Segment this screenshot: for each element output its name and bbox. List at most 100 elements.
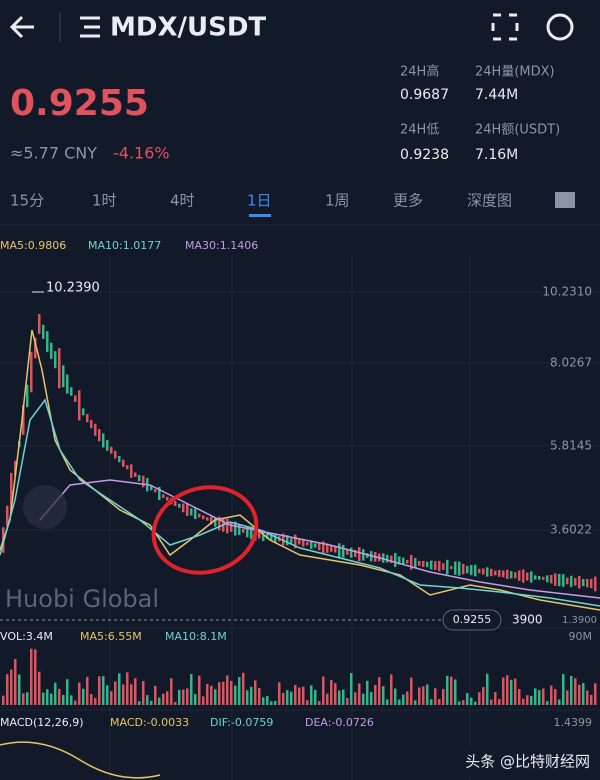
decor-bar xyxy=(402,557,405,565)
ma5: MA5:0.9806 xyxy=(0,239,66,252)
decor-bar xyxy=(434,561,437,570)
axis-label: 10.2310 xyxy=(542,285,592,299)
decor-bar xyxy=(562,574,565,587)
tab[interactable]: 15分 xyxy=(10,192,44,210)
tab[interactable]: 1周 xyxy=(325,192,350,210)
decor-bar xyxy=(290,691,293,705)
decor-bar xyxy=(226,675,229,705)
decor-bar xyxy=(306,700,309,705)
decor-bar xyxy=(194,508,197,520)
price-tag-box[interactable] xyxy=(442,609,502,631)
ma10: MA10:1.0177 xyxy=(88,239,161,252)
cny-price: ≈5.77 CNY xyxy=(10,144,97,163)
back-button[interactable] xyxy=(9,15,34,39)
decor-bar xyxy=(262,697,265,705)
decor-bar xyxy=(234,685,237,705)
decor-bar xyxy=(470,565,473,576)
decor-bar xyxy=(446,675,449,705)
decor-bar xyxy=(118,673,121,705)
decor-bar xyxy=(18,674,21,705)
decor-bar xyxy=(334,546,337,553)
decor-bar xyxy=(594,576,597,592)
decor-bar xyxy=(26,692,29,705)
decor-bar xyxy=(242,528,245,533)
decor-bar xyxy=(450,676,453,705)
decor-bar xyxy=(14,460,17,476)
decor-bar xyxy=(30,351,33,393)
decor-bar xyxy=(330,546,333,552)
decor-bar xyxy=(110,691,113,705)
decor-bar xyxy=(386,699,389,705)
decor-bar xyxy=(502,677,505,705)
decor-bar xyxy=(494,570,497,576)
decor-bar xyxy=(550,575,553,584)
decor-bar xyxy=(78,682,81,705)
decor-bar xyxy=(318,542,321,551)
decor-bar xyxy=(46,331,49,352)
price-tag: 0.9255 xyxy=(453,613,492,626)
tab-active[interactable]: 1日 xyxy=(247,192,272,210)
decor-bar xyxy=(426,561,429,568)
macd-axis-label: 1.4399 xyxy=(554,716,593,729)
decor-bar xyxy=(354,549,357,558)
decor-bar xyxy=(270,533,273,541)
decor-bar xyxy=(398,556,401,565)
decor-bar xyxy=(66,374,69,394)
dif-value: DIF:-0.0759 xyxy=(210,716,273,729)
decor-bar xyxy=(130,684,133,705)
settings-icon[interactable] xyxy=(555,192,575,208)
decor-bar xyxy=(514,572,517,579)
decor-bar xyxy=(58,348,61,389)
decor-bar xyxy=(2,695,5,705)
decor-bar xyxy=(154,685,157,705)
tab[interactable]: 更多 xyxy=(393,192,423,210)
decor-bar xyxy=(586,690,589,705)
decor-bar xyxy=(414,558,417,568)
ma30: MA30:1.1406 xyxy=(185,239,258,252)
decor-bar xyxy=(398,699,401,705)
share-icon[interactable] xyxy=(546,13,574,41)
tab[interactable]: 4时 xyxy=(170,192,195,210)
decor-bar xyxy=(6,505,9,527)
decor-bar xyxy=(302,686,305,705)
tab[interactable]: 1时 xyxy=(92,192,117,210)
decor-bar xyxy=(554,573,557,586)
decor-bar xyxy=(50,342,53,359)
decor-bar xyxy=(558,699,561,705)
decor-bar xyxy=(278,682,281,705)
decor-bar xyxy=(574,678,577,705)
decor-bar xyxy=(10,669,13,705)
decor-bar xyxy=(590,694,593,705)
decor-bar xyxy=(338,543,341,558)
decor-bar xyxy=(478,692,481,705)
tab[interactable]: 深度图 xyxy=(467,192,512,210)
decor-bar xyxy=(66,679,69,705)
vol-ma10: MA10:8.1M xyxy=(165,630,227,643)
decor-bar xyxy=(138,701,141,705)
decor-bar xyxy=(198,513,201,518)
decor-bar xyxy=(234,521,237,536)
scroll-handle[interactable] xyxy=(23,485,67,529)
decor-bar xyxy=(510,679,513,705)
decor-bar xyxy=(170,678,173,705)
highlight-circle xyxy=(151,485,259,575)
decor-bar xyxy=(154,489,157,493)
axis-label: 5.8145 xyxy=(550,439,592,453)
decor-bar xyxy=(182,503,185,513)
decor-bar xyxy=(482,568,485,575)
decor-bar xyxy=(98,429,101,442)
decor-bar xyxy=(90,419,93,429)
decor-bar xyxy=(382,553,385,563)
decor-bar xyxy=(194,693,197,705)
decor-bar xyxy=(102,433,105,448)
decor-bar xyxy=(346,697,349,705)
scan-icon[interactable] xyxy=(491,13,519,41)
menu-icon[interactable] xyxy=(80,16,100,38)
decor-bar xyxy=(214,689,217,705)
decor-bar xyxy=(86,676,89,705)
decor-bar xyxy=(334,683,337,705)
decor-bar xyxy=(370,691,373,705)
decor-bar xyxy=(42,324,45,339)
decor-bar xyxy=(298,687,301,705)
decor-bar xyxy=(506,569,509,579)
